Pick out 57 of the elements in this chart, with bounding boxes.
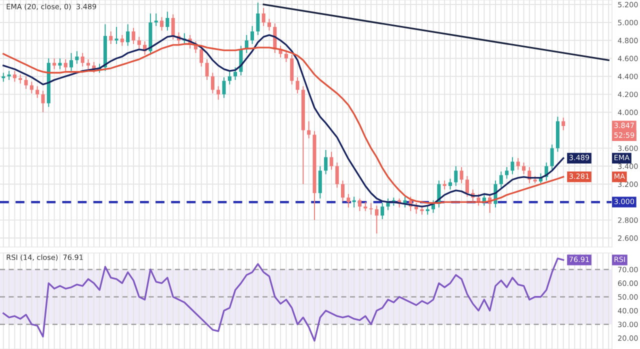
candlestick: [210, 72, 214, 94]
candlestick: [228, 70, 232, 85]
candlestick: [505, 166, 509, 180]
candlestick: [369, 202, 373, 216]
candlestick: [86, 58, 90, 70]
candlestick: [262, 8, 266, 27]
candlestick: [52, 58, 56, 70]
candlestick: [510, 156, 514, 175]
candlestick: [358, 198, 362, 212]
candlestick: [562, 117, 566, 131]
candlestick: [171, 14, 175, 40]
candlestick: [550, 144, 554, 170]
candlestick: [216, 86, 220, 100]
candlestick: [75, 50, 79, 64]
candlestick: [234, 66, 238, 80]
candlestick: [137, 36, 141, 49]
candlestick: [109, 30, 113, 44]
candlestick: [448, 178, 452, 190]
candlestick: [335, 162, 339, 188]
candlestick: [346, 194, 350, 208]
candlestick: [36, 86, 40, 98]
candlestick: [318, 166, 322, 199]
candlestick: [154, 12, 158, 27]
candlestick: [330, 151, 334, 170]
candlestick: [24, 76, 28, 90]
candlestick: [250, 26, 254, 44]
candlestick: [267, 18, 271, 32]
candlestick: [256, 2, 260, 36]
candlestick: [307, 120, 311, 139]
candlestick: [120, 34, 124, 46]
candlestick: [41, 90, 45, 113]
candlestick: [380, 202, 384, 220]
candlestick: [290, 54, 294, 85]
candlestick: [454, 166, 458, 186]
candlestick: [132, 27, 136, 44]
candlestick: [374, 205, 378, 234]
candlestick: [30, 81, 34, 94]
candlestick: [222, 76, 226, 98]
candlestick: [80, 52, 84, 67]
candlestick: [70, 52, 74, 72]
candlestick: [516, 158, 520, 170]
candlestick: [414, 202, 418, 214]
candlestick: [296, 76, 300, 94]
candlestick: [324, 150, 328, 175]
candlestick: [499, 171, 503, 188]
candlestick: [166, 11, 170, 32]
candlestick: [522, 162, 526, 175]
candlestick: [64, 58, 68, 72]
candlestick: [126, 24, 130, 46]
candlestick: [460, 166, 464, 184]
candlestick: [465, 176, 469, 198]
candlestick: [12, 70, 16, 82]
candlestick: [160, 16, 164, 32]
candlestick: [341, 180, 345, 202]
candlestick: [58, 58, 62, 70]
candlestick: [114, 26, 118, 44]
candlestick: [205, 58, 209, 80]
